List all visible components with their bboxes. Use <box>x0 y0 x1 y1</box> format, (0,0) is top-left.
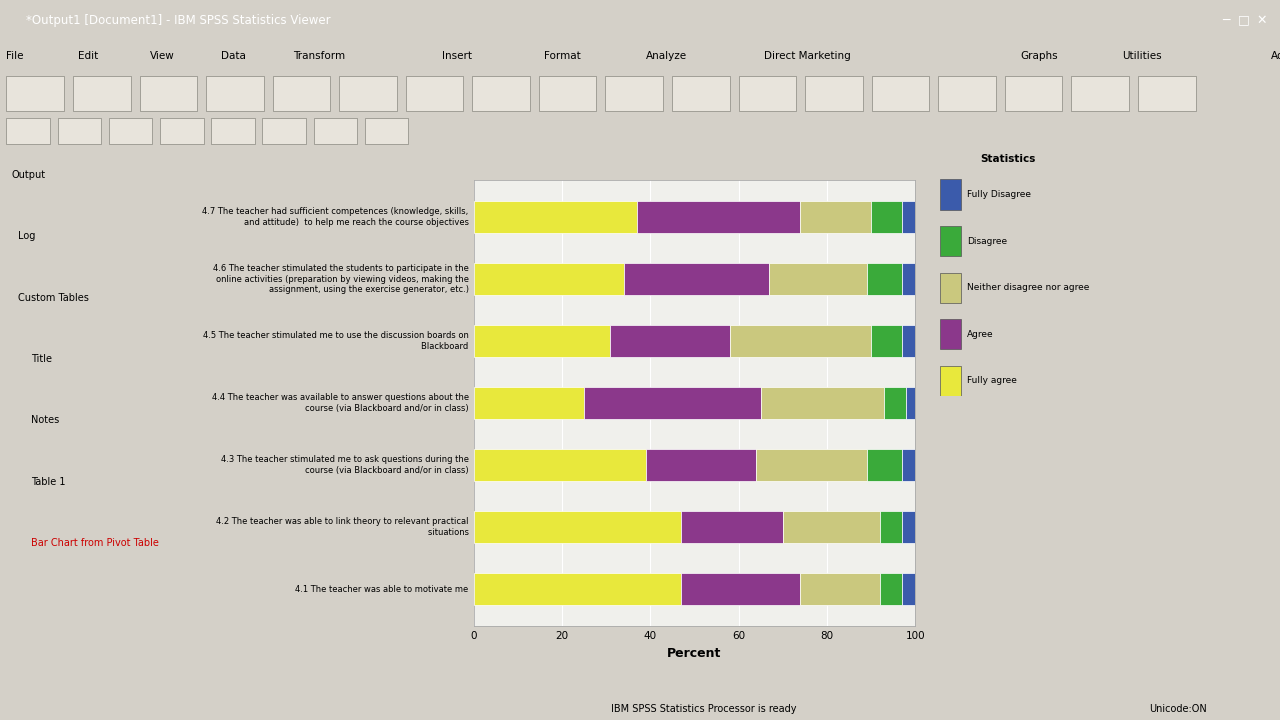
Bar <box>646 449 756 481</box>
Bar <box>756 449 867 481</box>
Bar <box>474 201 637 233</box>
FancyBboxPatch shape <box>941 366 961 396</box>
Text: ─: ─ <box>1222 14 1230 27</box>
Text: □: □ <box>1238 14 1251 27</box>
Text: Title: Title <box>32 354 52 364</box>
Bar <box>472 76 530 111</box>
Text: *Output1 [Document1] - IBM SPSS Statistics Viewer: *Output1 [Document1] - IBM SPSS Statisti… <box>26 14 330 27</box>
Bar <box>160 118 204 144</box>
Bar <box>872 76 929 111</box>
Text: Unicode:ON: Unicode:ON <box>1148 704 1207 714</box>
Text: Neither disagree nor agree: Neither disagree nor agree <box>966 283 1089 292</box>
Bar <box>902 511 915 544</box>
Text: Disagree: Disagree <box>966 236 1007 246</box>
Bar <box>539 76 596 111</box>
Text: ✕: ✕ <box>1257 14 1267 27</box>
Bar <box>584 387 760 419</box>
Bar <box>58 118 101 144</box>
Bar <box>902 325 915 357</box>
Text: View: View <box>150 51 174 61</box>
Bar <box>938 76 996 111</box>
Bar <box>769 263 867 295</box>
Text: Notes: Notes <box>32 415 60 426</box>
Bar <box>783 511 879 544</box>
Bar <box>6 76 64 111</box>
Bar <box>672 76 730 111</box>
Text: Output: Output <box>12 170 45 180</box>
Bar <box>884 387 906 419</box>
Bar <box>605 76 663 111</box>
Bar <box>879 573 902 606</box>
Bar <box>73 76 131 111</box>
Text: Data: Data <box>221 51 246 61</box>
Bar <box>1138 76 1196 111</box>
Text: Insert: Insert <box>442 51 471 61</box>
Bar <box>906 387 915 419</box>
Bar <box>637 201 800 233</box>
Bar <box>474 449 646 481</box>
Bar <box>902 201 915 233</box>
Bar <box>730 325 872 357</box>
Text: Format: Format <box>544 51 581 61</box>
Text: Direct Marketing: Direct Marketing <box>764 51 851 61</box>
Bar <box>902 449 915 481</box>
Text: Analyze: Analyze <box>646 51 687 61</box>
FancyBboxPatch shape <box>941 179 961 210</box>
Bar <box>867 449 902 481</box>
Bar <box>902 263 915 295</box>
Bar <box>870 201 902 233</box>
Bar <box>870 325 902 357</box>
Bar <box>474 263 623 295</box>
Text: Fully agree: Fully agree <box>966 377 1016 385</box>
Bar <box>365 118 408 144</box>
Bar <box>109 118 152 144</box>
Bar <box>474 325 611 357</box>
Bar <box>623 263 769 295</box>
FancyBboxPatch shape <box>941 226 961 256</box>
Bar <box>6 118 50 144</box>
Bar <box>800 201 870 233</box>
Text: Graphs: Graphs <box>1020 51 1057 61</box>
Bar <box>805 76 863 111</box>
Bar <box>339 76 397 111</box>
Text: Add-ons: Add-ons <box>1271 51 1280 61</box>
Text: Log: Log <box>18 231 36 241</box>
Bar <box>140 76 197 111</box>
Text: Edit: Edit <box>78 51 99 61</box>
Bar <box>273 76 330 111</box>
Bar <box>1071 76 1129 111</box>
Bar <box>262 118 306 144</box>
Bar <box>406 76 463 111</box>
FancyBboxPatch shape <box>941 272 961 302</box>
Bar <box>800 573 879 606</box>
Bar <box>879 511 902 544</box>
Text: Bar Chart from Pivot Table: Bar Chart from Pivot Table <box>32 539 159 548</box>
X-axis label: Percent: Percent <box>667 647 722 660</box>
Bar <box>314 118 357 144</box>
Text: File: File <box>6 51 24 61</box>
Text: Fully Disagree: Fully Disagree <box>966 190 1030 199</box>
Bar <box>1005 76 1062 111</box>
Text: Statistics: Statistics <box>980 154 1036 164</box>
Bar <box>611 325 730 357</box>
Text: Agree: Agree <box>966 330 993 338</box>
Bar <box>867 263 902 295</box>
Bar <box>206 76 264 111</box>
Bar <box>760 387 884 419</box>
FancyBboxPatch shape <box>941 319 961 349</box>
Bar <box>474 573 681 606</box>
Text: Transform: Transform <box>293 51 346 61</box>
Bar <box>474 511 681 544</box>
Text: Utilities: Utilities <box>1123 51 1162 61</box>
Text: IBM SPSS Statistics Processor is ready: IBM SPSS Statistics Processor is ready <box>612 704 796 714</box>
Bar <box>681 511 783 544</box>
Text: Table 1: Table 1 <box>32 477 65 487</box>
Bar <box>739 76 796 111</box>
Bar <box>211 118 255 144</box>
Bar <box>474 387 584 419</box>
Text: Custom Tables: Custom Tables <box>18 292 88 302</box>
Bar <box>681 573 800 606</box>
Bar <box>902 573 915 606</box>
